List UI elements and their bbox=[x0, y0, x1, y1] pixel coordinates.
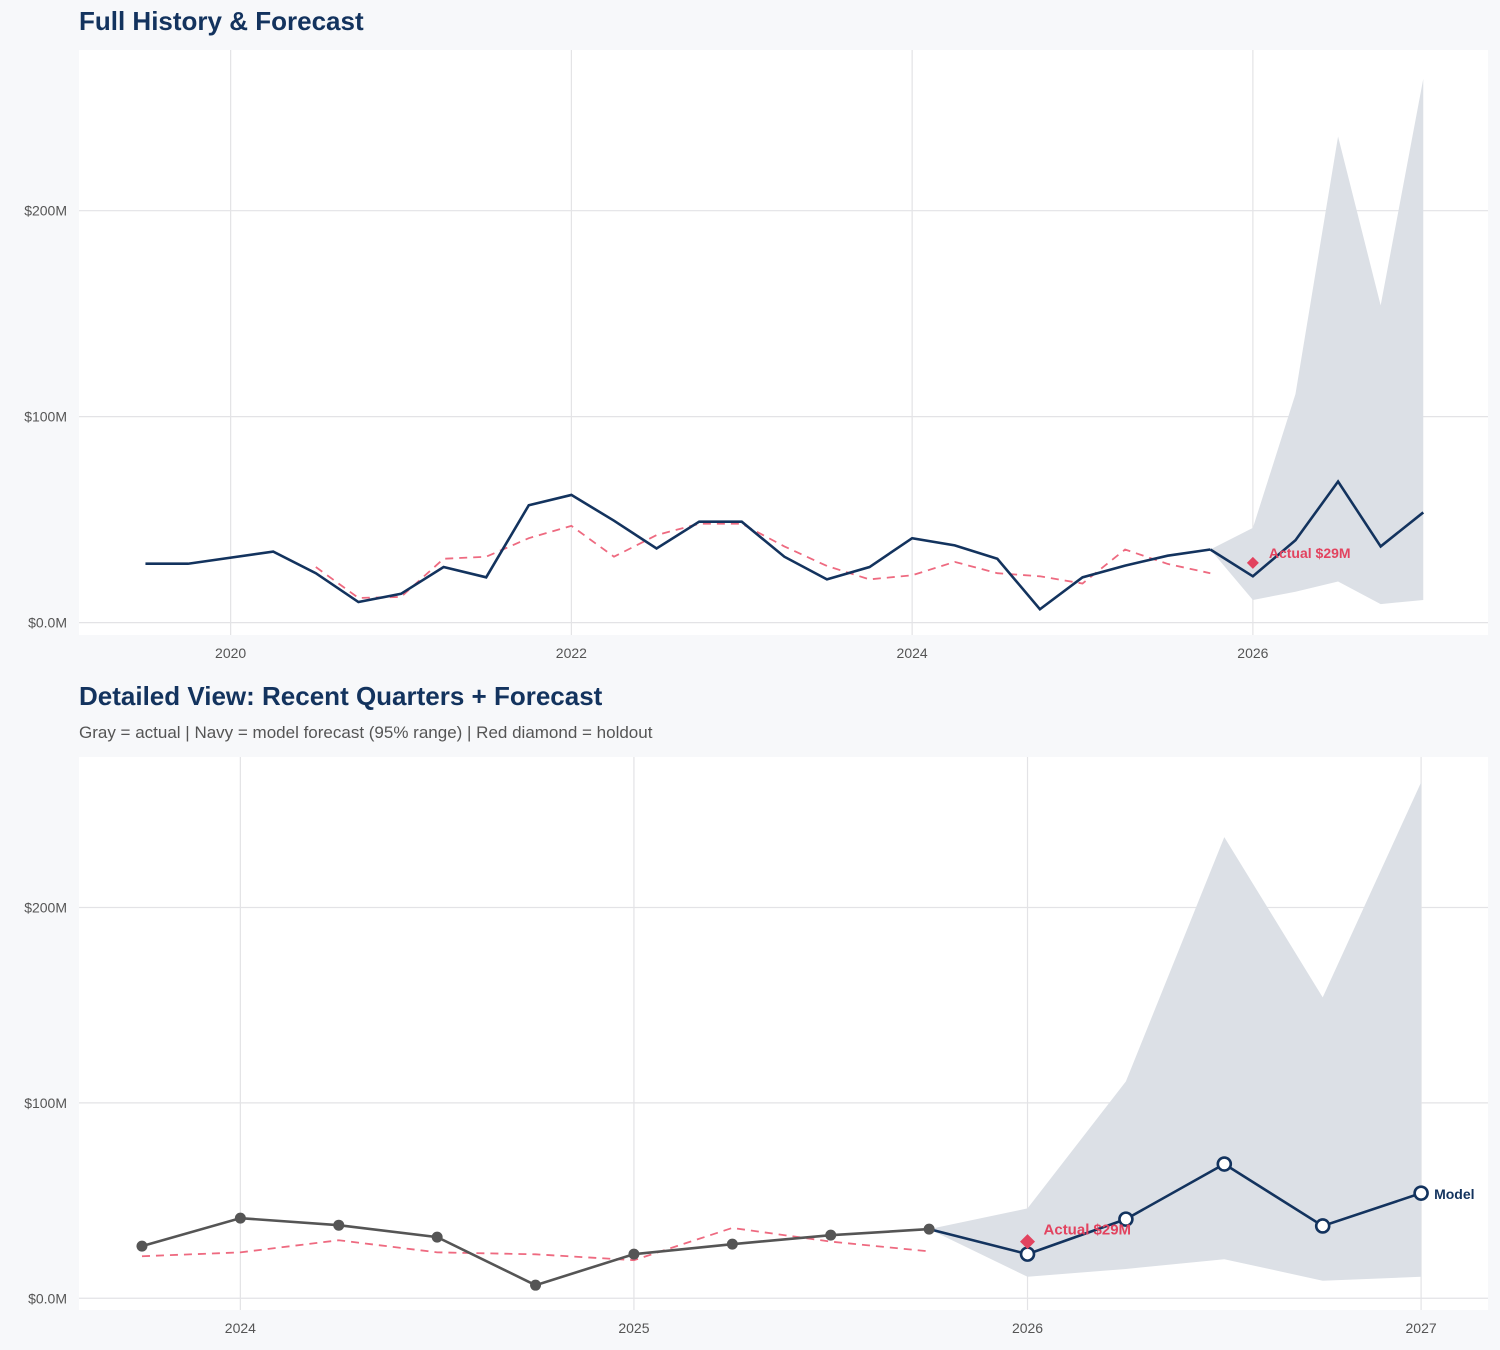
x-tick-label: 2025 bbox=[618, 1320, 649, 1336]
y-tick-label: $0.0M bbox=[28, 1290, 67, 1306]
x-tick-label: 2024 bbox=[897, 645, 928, 661]
chart-0: 2020 2022 2024 2026 $0.0M $100M $200M Actual $2… bbox=[24, 50, 1488, 661]
actual-point bbox=[136, 1240, 148, 1252]
forecast-point bbox=[1314, 1218, 1331, 1234]
x-tick-label: 2022 bbox=[556, 645, 587, 661]
actual-point bbox=[333, 1219, 345, 1231]
x-tick-label: 2024 bbox=[225, 1320, 256, 1336]
actual-line bbox=[145, 493, 1211, 612]
forecast-line bbox=[928, 1162, 1422, 1256]
forecast-line bbox=[1209, 479, 1425, 578]
actual-point bbox=[825, 1229, 837, 1241]
forecast-point bbox=[1019, 1246, 1036, 1262]
actual-point bbox=[234, 1212, 246, 1224]
x-tick-label: 2026 bbox=[1237, 645, 1268, 661]
forecast-point bbox=[1413, 1185, 1429, 1201]
holdout-diamond bbox=[1246, 556, 1259, 569]
actual-point bbox=[431, 1231, 443, 1243]
forecast-point bbox=[1216, 1156, 1233, 1172]
y-tick-label: $100M bbox=[24, 1095, 67, 1111]
actual-point bbox=[628, 1248, 640, 1260]
actual-point bbox=[923, 1223, 935, 1235]
chart-title-detailed: Detailed View: Recent Quarters + Forecas… bbox=[79, 681, 603, 711]
y-tick-label: $100M bbox=[24, 409, 67, 425]
fitted-line bbox=[315, 522, 1211, 599]
y-tick-label: $200M bbox=[24, 899, 67, 915]
x-tick-label: 2027 bbox=[1406, 1320, 1437, 1336]
model-end-label: Model bbox=[1434, 1186, 1474, 1202]
x-tick-label: 2026 bbox=[1012, 1320, 1043, 1336]
holdout-label: Actual $29M bbox=[1044, 1222, 1132, 1239]
actual-point bbox=[530, 1279, 542, 1291]
forecast-point bbox=[1118, 1211, 1134, 1227]
chart-subtitle-detailed: Gray = actual | Navy = model forecast (9… bbox=[79, 723, 653, 742]
x-tick-label: 2020 bbox=[215, 645, 246, 661]
y-tick-label: $0.0M bbox=[28, 615, 67, 631]
confidence-band-95 bbox=[1210, 78, 1424, 605]
holdout-diamond bbox=[1020, 1234, 1036, 1250]
actual-point bbox=[726, 1238, 738, 1250]
chart-1: 2024 2025 2026 2027 $0.0M $100M $200M Model Actu… bbox=[24, 757, 1488, 1336]
chart-title-full-history: Full History & Forecast bbox=[79, 6, 364, 36]
confidence-band-95 bbox=[929, 782, 1422, 1281]
y-tick-label: $200M bbox=[24, 203, 67, 219]
holdout-label: Actual $29M bbox=[1269, 545, 1351, 561]
